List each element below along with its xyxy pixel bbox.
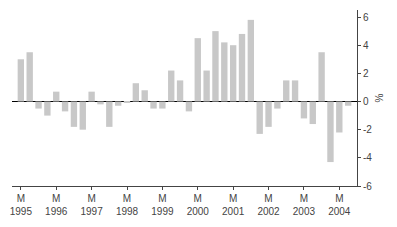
svg-text:M2003: M2003 <box>293 193 316 217</box>
svg-text:M2002: M2002 <box>257 193 280 217</box>
svg-text:-2: -2 <box>363 124 372 135</box>
svg-text:M1998: M1998 <box>116 193 139 217</box>
svg-text:M1995: M1995 <box>10 193 33 217</box>
svg-text:M1999: M1999 <box>151 193 174 217</box>
svg-text:6: 6 <box>363 12 369 23</box>
svg-text:M2001: M2001 <box>222 193 245 217</box>
svg-text:M2000: M2000 <box>187 193 210 217</box>
svg-text:0: 0 <box>363 96 369 107</box>
svg-text:4: 4 <box>363 40 369 51</box>
svg-text:M2004: M2004 <box>328 193 351 217</box>
svg-text:-4: -4 <box>363 152 372 163</box>
svg-text:M1996: M1996 <box>45 193 68 217</box>
svg-text:-6: -6 <box>363 181 372 192</box>
svg-text:%: % <box>374 93 385 102</box>
svg-text:M1997: M1997 <box>80 193 103 217</box>
svg-text:2: 2 <box>363 68 369 79</box>
